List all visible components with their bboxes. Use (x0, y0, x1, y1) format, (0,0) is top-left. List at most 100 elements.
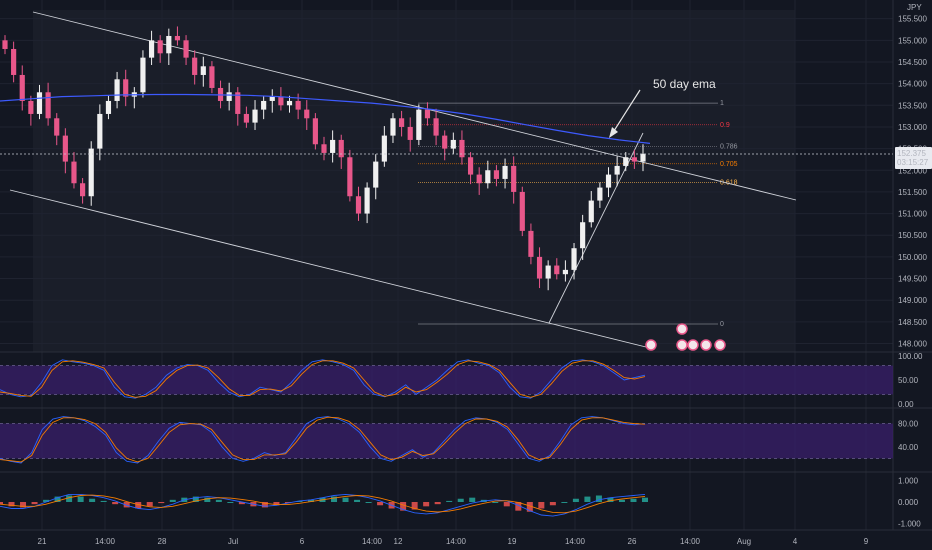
oscillator-1-tick-label: 50.00 (898, 376, 919, 385)
candle-body (597, 187, 603, 201)
candle-body (226, 92, 232, 101)
macd-histogram-bar (238, 502, 245, 505)
oscillator-2-series-line (0, 416, 646, 464)
candle-body (321, 144, 327, 153)
candle-body (28, 100, 34, 114)
x-tick-label: 12 (394, 537, 403, 546)
candle-body (450, 139, 456, 149)
candle-body (640, 153, 646, 162)
candle-body (347, 157, 353, 197)
event-marker (714, 339, 726, 351)
macd-histogram-bar (561, 502, 568, 503)
x-tick-label: 26 (628, 537, 637, 546)
macd-histogram-bar (595, 495, 602, 502)
macd-histogram-bar (66, 495, 73, 502)
fib-level-label: 1 (720, 100, 724, 107)
macd-histogram-bar (584, 496, 591, 502)
candle-body (554, 265, 560, 275)
macd-histogram-bar (642, 497, 648, 502)
channel-lower-line (9, 189, 651, 349)
channel-shade (33, 10, 795, 352)
annotation-arrow (611, 89, 641, 135)
candle-body (80, 183, 86, 197)
candle-body (243, 113, 249, 123)
macd-histogram-bar (158, 502, 165, 504)
currency-label: JPY (907, 3, 922, 12)
candle-body (269, 96, 275, 101)
fib-level-label: 0.9 (720, 122, 730, 129)
candle-body (286, 100, 293, 106)
x-tick-label: 14:00 (446, 537, 467, 546)
candle-body (528, 230, 534, 257)
y-tick-label: 151.000 (898, 210, 927, 219)
fib-level-label: 0.786 (720, 143, 738, 150)
candle-body (54, 118, 60, 136)
macd-histogram-bar (411, 502, 418, 510)
macd-histogram-bar (515, 502, 522, 511)
macd-histogram-bar (434, 502, 441, 505)
fib-level-label: 0 (720, 321, 724, 328)
macd-histogram-bar (503, 502, 510, 507)
macd-histogram-bar (469, 497, 476, 502)
macd-histogram-bar (607, 497, 614, 502)
ema-50-line (0, 93, 651, 144)
candle-body (148, 40, 155, 58)
x-tick-label: 14:00 (362, 537, 383, 546)
macd-histogram-bar (457, 498, 464, 502)
y-tick-label: 152.000 (898, 166, 927, 175)
x-tick-label: 21 (38, 537, 47, 546)
macd-histogram-bar (423, 502, 430, 507)
y-tick-label: 154.000 (898, 80, 927, 89)
candle-body (459, 139, 465, 158)
candle-body (536, 256, 543, 279)
x-tick-label: 14:00 (565, 537, 586, 546)
macd-series-line (0, 494, 646, 514)
y-tick-label: 148.000 (898, 340, 927, 349)
candle-body (19, 74, 25, 101)
annotation-arrowhead (609, 127, 618, 138)
annotation-text: 50 day ema (653, 77, 716, 91)
macd-histogram-bar (526, 502, 533, 512)
macd-histogram-bar (215, 499, 222, 502)
candle-body (502, 165, 508, 179)
candle-body (62, 135, 68, 162)
candle-body (71, 161, 77, 184)
macd-histogram-bar (307, 499, 314, 502)
candle-body (235, 92, 241, 114)
candle-body (174, 35, 181, 41)
macd-histogram-bar (342, 497, 349, 502)
candle-body (605, 174, 612, 188)
candle-body (519, 191, 525, 231)
x-tick-label: Aug (737, 537, 751, 546)
macd-tick-label: -1.000 (898, 520, 921, 529)
candle-body (373, 161, 379, 188)
fib-level-label: 0.618 (720, 179, 738, 186)
candle-body (11, 48, 17, 75)
macd-histogram-bar (169, 499, 176, 502)
candle-body (467, 157, 474, 175)
candle-body (588, 200, 594, 223)
y-tick-label: 155.500 (898, 15, 927, 24)
event-marker (645, 339, 657, 351)
candle-body (140, 57, 146, 93)
event-marker (700, 339, 712, 351)
macd-tick-label: 1.000 (898, 476, 919, 485)
macd-histogram-bar (365, 502, 372, 503)
candle-body (330, 139, 336, 153)
y-tick-label: 148.500 (898, 318, 927, 327)
x-tick-label: Jul (228, 537, 238, 546)
candle-body (45, 92, 51, 119)
macd-histogram-bar (192, 496, 199, 502)
event-marker (676, 323, 688, 335)
candle-body (157, 40, 163, 54)
macd-tick-label: 0.000 (898, 498, 919, 507)
candle-body (252, 109, 258, 123)
candle-body (407, 126, 413, 140)
x-tick-label: 28 (158, 537, 167, 546)
oscillator-1-series-line (0, 360, 646, 398)
candle-body (312, 118, 318, 145)
price-tag-value: 152.375 (897, 149, 926, 158)
event-marker (687, 339, 699, 351)
y-tick-label: 154.500 (898, 58, 927, 67)
